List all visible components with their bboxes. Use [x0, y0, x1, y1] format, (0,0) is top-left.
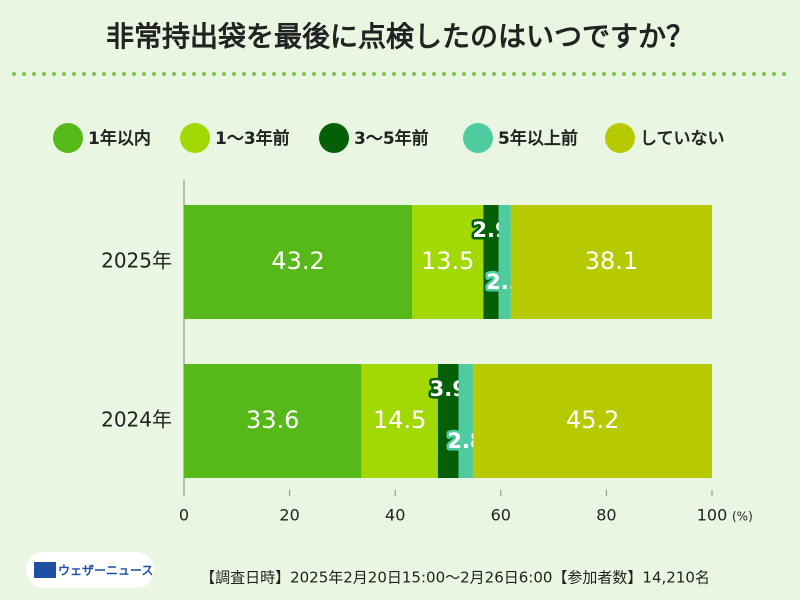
- legend-label: していない: [640, 129, 725, 149]
- bar-segment: [412, 205, 484, 319]
- data-label: 45.2: [566, 406, 619, 434]
- logo-text: ウェザーニュース: [58, 564, 153, 578]
- note: 【調査日時】2025年2月20日15:00〜2月26日6:00【参加者数】14,…: [200, 569, 710, 587]
- bar-segment: [473, 364, 712, 478]
- logo: ウェザーニュース: [26, 552, 154, 588]
- bar-segment: [510, 205, 712, 319]
- data-label: 33.6: [246, 406, 299, 434]
- logo-badge: [26, 552, 154, 588]
- legend-swatch: [605, 123, 635, 153]
- x-tick-label: 0: [179, 506, 189, 525]
- legend-swatch: [53, 123, 83, 153]
- legend-label: 1年以内: [88, 128, 151, 149]
- bar-segment: [437, 364, 459, 478]
- y-tick-label: 2024年: [101, 408, 172, 432]
- x-axis-unit: (%): [732, 510, 753, 524]
- x-tick-label: 40: [385, 506, 405, 525]
- x-tick-label: 20: [279, 506, 299, 525]
- legend-swatch: [463, 123, 493, 153]
- logo-mark: [34, 562, 56, 578]
- x-tick-label: 100: [697, 506, 728, 525]
- bar-segment: [458, 364, 474, 478]
- data-label: 13.5: [421, 247, 474, 275]
- legend-label: 3〜5年前: [354, 128, 429, 149]
- legend-swatch: [180, 123, 210, 153]
- legend-swatch: [319, 123, 349, 153]
- data-label: 38.1: [585, 247, 638, 275]
- bar-segment: [184, 364, 362, 478]
- data-label: 43.2: [271, 247, 324, 275]
- y-tick-label: 2025年: [101, 249, 172, 273]
- legend-label: 1〜3年前: [215, 128, 290, 149]
- bar-segment: [498, 205, 511, 319]
- data-label: 14.5: [373, 406, 426, 434]
- legend-label: 5年以上前: [498, 128, 578, 149]
- bar-segment: [483, 205, 499, 319]
- x-tick-label: 80: [596, 506, 616, 525]
- chart-title: 非常持出袋を最後に点検したのはいつですか？: [106, 20, 694, 53]
- bar-segment: [184, 205, 413, 319]
- x-tick-label: 60: [491, 506, 511, 525]
- bar-segment: [361, 364, 438, 478]
